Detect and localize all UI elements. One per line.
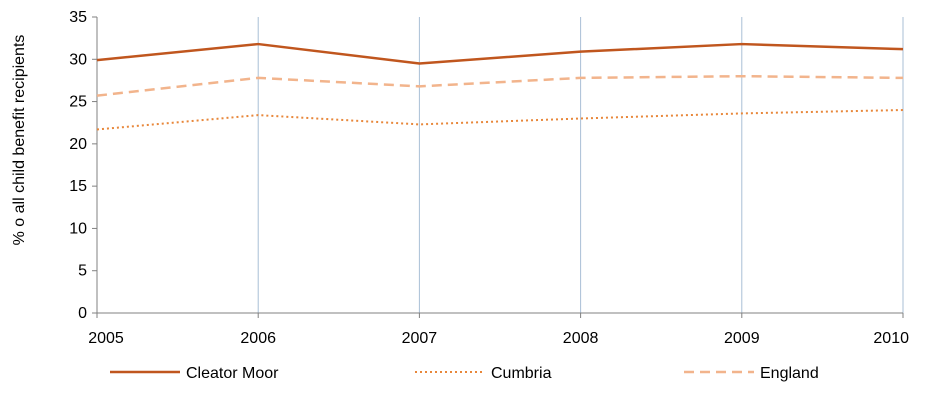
y-tick-label: 25 [69, 94, 87, 111]
y-axis-title: % o all child benefit recipients [11, 35, 28, 246]
y-tick-label: 20 [69, 136, 87, 153]
x-tick-label: 2008 [563, 330, 599, 347]
y-tick-label: 0 [78, 305, 87, 322]
legend-label: Cumbria [491, 365, 552, 382]
x-tick-label: 2010 [873, 330, 909, 347]
axes [92, 16, 904, 318]
y-tick-label: 10 [69, 220, 87, 237]
y-tick-label: 5 [78, 263, 87, 280]
series-line-england [96, 74, 904, 97]
series-lines [96, 42, 904, 131]
legend: Cleator Moor Cumbria England [110, 365, 819, 382]
x-tick-label: 2006 [240, 330, 276, 347]
gridlines [257, 17, 904, 313]
series-line-cumbria [96, 109, 904, 131]
legend-label: England [760, 365, 819, 382]
x-tick-label: 2005 [88, 330, 124, 347]
x-tick-label: 2007 [402, 330, 438, 347]
series-line-cleator-moor [96, 42, 904, 65]
y-tick-label: 15 [69, 178, 87, 195]
legend-label: Cleator Moor [186, 365, 279, 382]
y-tick-label: 30 [69, 51, 87, 68]
tick-labels: 0 5 10 15 20 25 30 35 2005 2006 2007 2008 2009 2010 [69, 9, 909, 347]
x-tick-label: 2009 [724, 330, 760, 347]
y-tick-label: 35 [69, 9, 87, 26]
